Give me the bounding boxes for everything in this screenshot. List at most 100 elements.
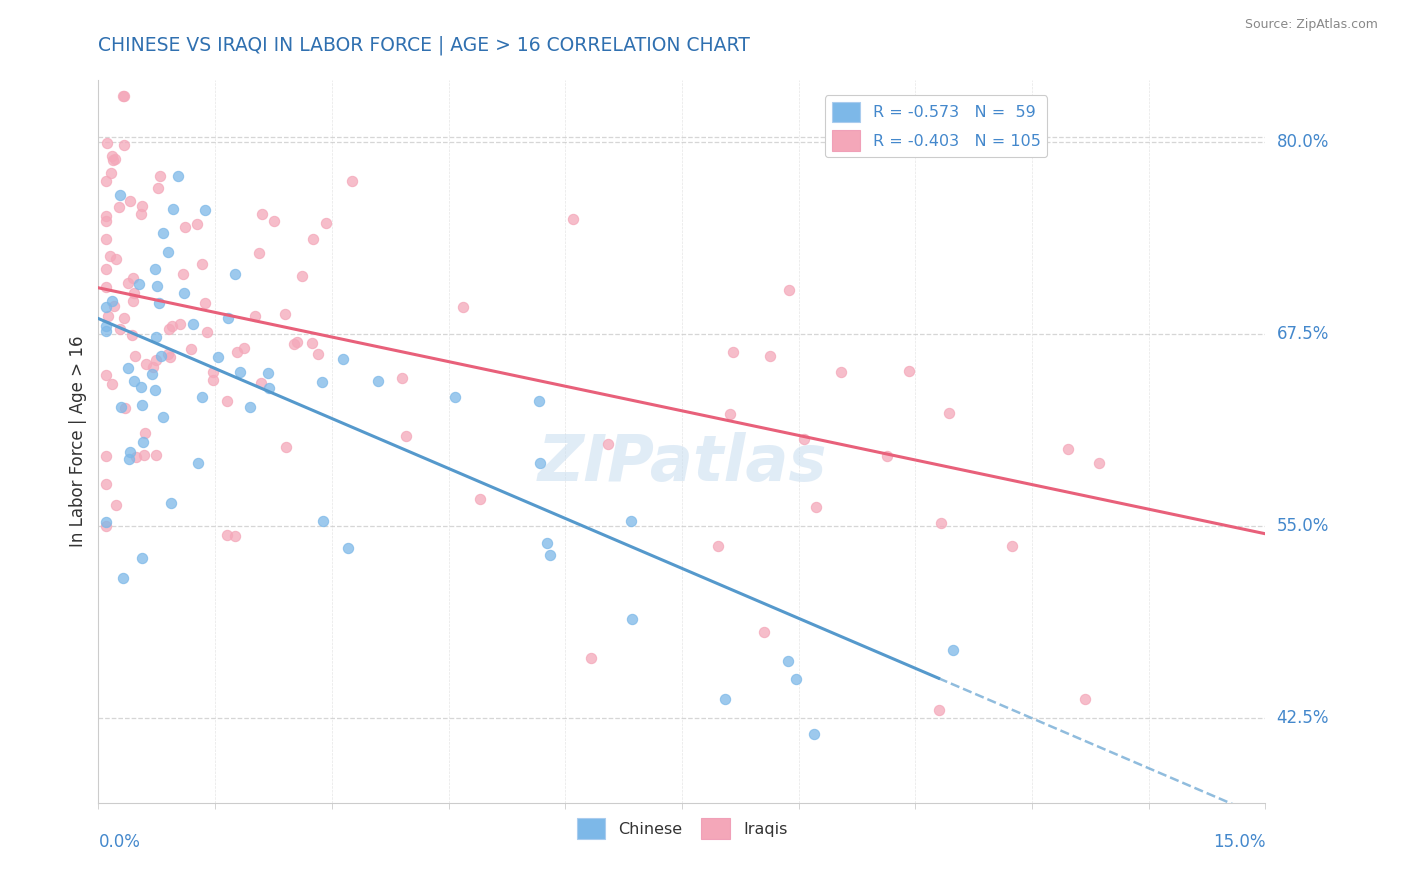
Point bbox=[111, 570, 134, 584]
Point bbox=[803, 727, 825, 741]
Point bbox=[898, 364, 921, 378]
Point bbox=[276, 441, 298, 455]
Point bbox=[337, 541, 360, 555]
Point bbox=[145, 330, 167, 344]
Point bbox=[224, 268, 246, 282]
Point bbox=[146, 278, 169, 293]
Point bbox=[159, 496, 181, 510]
Point bbox=[96, 136, 118, 150]
Point bbox=[125, 450, 148, 465]
Point bbox=[101, 153, 124, 167]
Point bbox=[187, 457, 209, 471]
Text: 67.5%: 67.5% bbox=[1277, 325, 1329, 343]
Point bbox=[157, 322, 180, 336]
Point bbox=[120, 444, 142, 458]
Point bbox=[620, 514, 643, 528]
Point bbox=[173, 285, 195, 300]
Point bbox=[159, 350, 181, 364]
Point bbox=[942, 642, 965, 657]
Point bbox=[117, 276, 139, 290]
Point bbox=[143, 383, 166, 397]
Point bbox=[274, 307, 297, 321]
Point bbox=[141, 367, 163, 381]
Point bbox=[97, 309, 120, 323]
Point bbox=[166, 169, 188, 183]
Point bbox=[202, 373, 225, 387]
Point bbox=[156, 245, 179, 260]
Point bbox=[131, 398, 153, 412]
Point bbox=[96, 519, 118, 533]
Point bbox=[186, 218, 208, 232]
Point bbox=[105, 252, 128, 266]
Point bbox=[96, 368, 118, 382]
Point bbox=[181, 317, 204, 331]
Point bbox=[152, 227, 174, 241]
Point bbox=[752, 625, 775, 640]
Point bbox=[232, 341, 254, 355]
Point bbox=[538, 548, 561, 562]
Point bbox=[720, 407, 742, 421]
Point bbox=[129, 207, 152, 221]
Point bbox=[194, 296, 217, 310]
Point bbox=[143, 262, 166, 277]
Point bbox=[132, 434, 155, 449]
Point bbox=[100, 166, 122, 180]
Point bbox=[169, 318, 191, 332]
Text: 0.0%: 0.0% bbox=[98, 833, 141, 851]
Point bbox=[707, 539, 730, 553]
Point bbox=[243, 310, 266, 324]
Point bbox=[145, 448, 167, 462]
Point bbox=[104, 153, 127, 167]
Y-axis label: In Labor Force | Age > 16: In Labor Force | Age > 16 bbox=[69, 335, 87, 548]
Point bbox=[112, 311, 135, 326]
Point bbox=[759, 349, 782, 363]
Point bbox=[250, 207, 273, 221]
Point bbox=[291, 268, 314, 283]
Point bbox=[134, 425, 156, 440]
Point bbox=[391, 370, 413, 384]
Point bbox=[180, 342, 202, 356]
Point bbox=[191, 257, 214, 271]
Point bbox=[312, 514, 335, 528]
Point bbox=[100, 293, 122, 308]
Point bbox=[124, 286, 146, 301]
Point bbox=[721, 344, 744, 359]
Point bbox=[96, 280, 118, 294]
Point bbox=[96, 476, 118, 491]
Point bbox=[96, 209, 118, 223]
Point bbox=[96, 232, 118, 246]
Point bbox=[122, 293, 145, 308]
Point bbox=[367, 374, 389, 388]
Point bbox=[259, 381, 281, 395]
Point bbox=[202, 364, 225, 378]
Point bbox=[96, 324, 118, 338]
Point bbox=[239, 401, 262, 415]
Point bbox=[830, 365, 852, 379]
Point bbox=[96, 261, 118, 276]
Point bbox=[395, 429, 418, 443]
Point bbox=[785, 672, 807, 686]
Point bbox=[225, 344, 247, 359]
Point bbox=[929, 516, 952, 531]
Point bbox=[443, 390, 465, 404]
Point bbox=[311, 375, 333, 389]
Point bbox=[156, 346, 179, 360]
Point bbox=[247, 246, 270, 260]
Point bbox=[96, 318, 118, 333]
Point bbox=[301, 336, 323, 351]
Point bbox=[302, 232, 325, 246]
Point bbox=[581, 650, 603, 665]
Point bbox=[131, 550, 153, 565]
Point bbox=[876, 449, 898, 463]
Point bbox=[778, 283, 800, 297]
Point bbox=[103, 299, 125, 313]
Point bbox=[108, 188, 131, 202]
Point bbox=[98, 249, 121, 263]
Point bbox=[229, 366, 252, 380]
Point bbox=[938, 406, 960, 420]
Point bbox=[468, 492, 491, 507]
Point bbox=[193, 202, 215, 217]
Point bbox=[257, 366, 280, 380]
Point bbox=[1088, 456, 1111, 470]
Point bbox=[162, 202, 184, 216]
